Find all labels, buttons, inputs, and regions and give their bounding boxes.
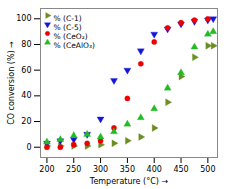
svg-text:300: 300 bbox=[93, 165, 108, 174]
svg-text:80: 80 bbox=[21, 40, 31, 49]
svg-text:500: 500 bbox=[200, 165, 215, 174]
svg-text:CO conversion (%) →: CO conversion (%) → bbox=[7, 41, 16, 125]
svg-text:400: 400 bbox=[147, 165, 162, 174]
svg-text:% (CeO₂): % (CeO₂) bbox=[54, 32, 88, 41]
svg-text:200: 200 bbox=[39, 165, 54, 174]
svg-text:250: 250 bbox=[66, 165, 81, 174]
svg-text:% (C-5): % (C-5) bbox=[54, 23, 82, 32]
svg-text:0: 0 bbox=[26, 143, 31, 152]
svg-text:60: 60 bbox=[21, 66, 31, 75]
svg-text:350: 350 bbox=[120, 165, 135, 174]
svg-text:20: 20 bbox=[21, 117, 31, 126]
svg-text:% (CeAlO₃): % (CeAlO₃) bbox=[54, 41, 95, 50]
svg-text:Temperature (°C) →: Temperature (°C) → bbox=[89, 177, 169, 186]
svg-text:% (C-1): % (C-1) bbox=[54, 14, 82, 23]
svg-text:100: 100 bbox=[16, 14, 31, 23]
svg-text:450: 450 bbox=[173, 165, 188, 174]
svg-text:40: 40 bbox=[21, 91, 31, 100]
